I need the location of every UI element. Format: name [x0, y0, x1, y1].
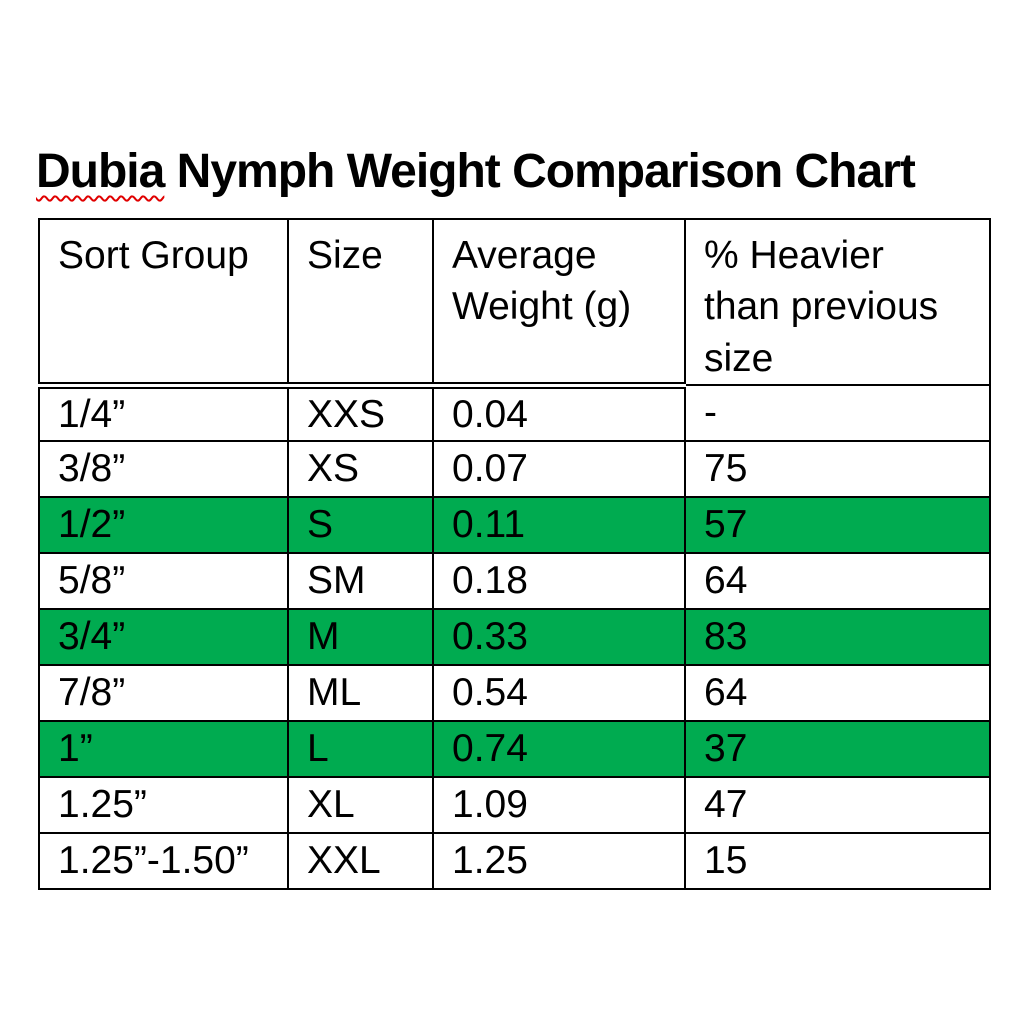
cell-pct-heavier: 83 — [684, 608, 991, 667]
table-row: 3/4” M 0.33 83 — [38, 608, 991, 667]
cell-size: XS — [287, 440, 434, 499]
cell-avg-weight: 0.33 — [432, 608, 686, 667]
cell-avg-weight: 1.25 — [432, 832, 686, 891]
cell-pct-heavier: 64 — [684, 552, 991, 611]
cell-sort-group: 3/8” — [38, 440, 289, 499]
cell-avg-weight: 0.07 — [432, 440, 686, 499]
table-body: 1/4” XXS 0.04-3/8” XS 0.07 75 1/2” S 0.11 57 5/8” S… — [38, 384, 991, 891]
weight-comparison-table: Sort Group Size Average Weight (g) % Hea… — [38, 217, 991, 891]
cell-size: XXL — [287, 832, 434, 891]
table-row: 1” L 0.74 37 — [38, 720, 991, 779]
col-header-size: Size — [287, 217, 434, 389]
cell-size: XXS — [287, 384, 434, 443]
table-row: 7/8” ML 0.54 64 — [38, 664, 991, 723]
cell-avg-weight: 0.18 — [432, 552, 686, 611]
table-header: Sort Group Size Average Weight (g) % Hea… — [38, 217, 991, 389]
cell-pct-heavier: 57 — [684, 496, 991, 555]
cell-size: L — [287, 720, 434, 779]
header-row: Sort Group Size Average Weight (g) % Hea… — [38, 217, 991, 389]
cell-sort-group: 3/4” — [38, 608, 289, 667]
cell-pct-heavier: 37 — [684, 720, 991, 779]
cell-sort-group: 1/2” — [38, 496, 289, 555]
cell-size: SM — [287, 552, 434, 611]
cell-size: ML — [287, 664, 434, 723]
table-row: 3/8” XS 0.07 75 — [38, 440, 991, 499]
cell-pct-heavier: 15 — [684, 832, 991, 891]
cell-sort-group: 1/4” — [38, 384, 289, 443]
cell-avg-weight: 0.74 — [432, 720, 686, 779]
table-row: 1/4” XXS 0.04- — [38, 384, 991, 443]
cell-pct-heavier: 75 — [684, 440, 991, 499]
col-header-average-weight: Average Weight (g) — [432, 217, 686, 389]
cell-avg-weight: 1.09 — [432, 776, 686, 835]
col-header-sort-group: Sort Group — [38, 217, 289, 389]
table-row: 1.25”-1.50” XXL 1.25 15 — [38, 832, 991, 891]
cell-sort-group: 7/8” — [38, 664, 289, 723]
cell-size: XL — [287, 776, 434, 835]
table-row: 1/2” S 0.11 57 — [38, 496, 991, 555]
cell-avg-weight: 0.04 — [432, 384, 686, 443]
page-title-rest: Nymph Weight Comparison Chart — [164, 145, 916, 199]
cell-size: S — [287, 496, 434, 555]
table-row: 5/8” SM 0.18 64 — [38, 552, 991, 611]
table-row: 1.25” XL 1.09 47 — [38, 776, 991, 835]
cell-sort-group: 1” — [38, 720, 289, 779]
col-header-pct-heavier: % Heavier than previous size — [684, 217, 991, 387]
cell-sort-group: 5/8” — [38, 552, 289, 611]
cell-pct-heavier: - — [684, 384, 991, 443]
cell-pct-heavier: 64 — [684, 664, 991, 723]
cell-sort-group: 1.25” — [38, 776, 289, 835]
cell-pct-heavier: 47 — [684, 776, 991, 835]
cell-sort-group: 1.25”-1.50” — [38, 832, 289, 891]
page-title-misspelled-word: Dubia — [36, 145, 165, 199]
page-title: Dubia Nymph Weight Comparison Chart — [36, 144, 916, 199]
cell-size: M — [287, 608, 434, 667]
cell-avg-weight: 0.11 — [432, 496, 686, 555]
cell-avg-weight: 0.54 — [432, 664, 686, 723]
